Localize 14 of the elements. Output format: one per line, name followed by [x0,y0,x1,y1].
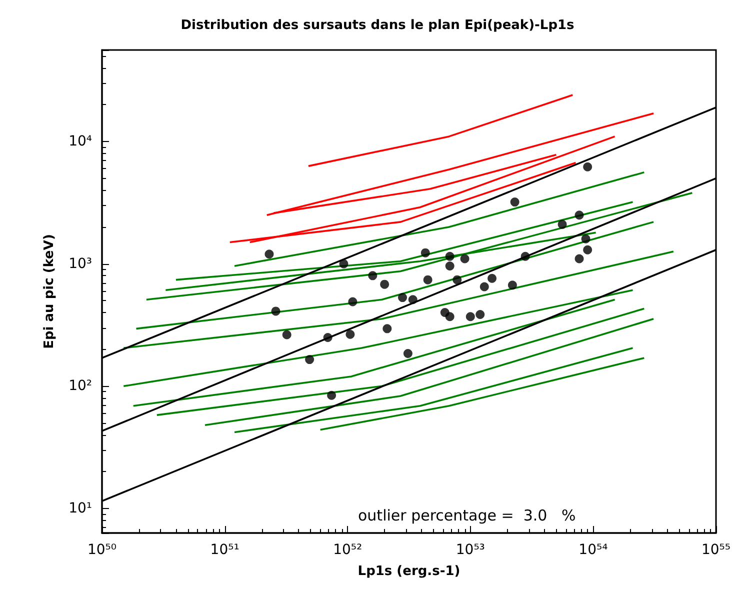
y-axis-title: Epi au pic (keV) [42,234,57,349]
y-tick-label: 10⁴ [68,134,92,150]
x-tick-label: 10⁵⁵ [701,542,731,558]
y-tick-label: 10² [68,378,92,394]
chart-title: Distribution des sursauts dans le plan Epi(peak)-Lp1s [180,18,575,33]
x-axis-title: Lp1s (erg.s-1) [358,564,460,579]
x-tick-label: 10⁵¹ [210,542,240,558]
x-tick-label: 10⁵⁰ [87,542,117,558]
annotation: outlier percentage = 3.0 % [358,506,576,524]
x-tick-label: 10⁵² [333,542,362,558]
y-tick-label: 10¹ [68,500,92,516]
y-tick-label: 10³ [68,256,92,272]
x-tick-label: 10⁵³ [456,542,485,558]
x-tick-label: 10⁵⁴ [578,542,608,558]
